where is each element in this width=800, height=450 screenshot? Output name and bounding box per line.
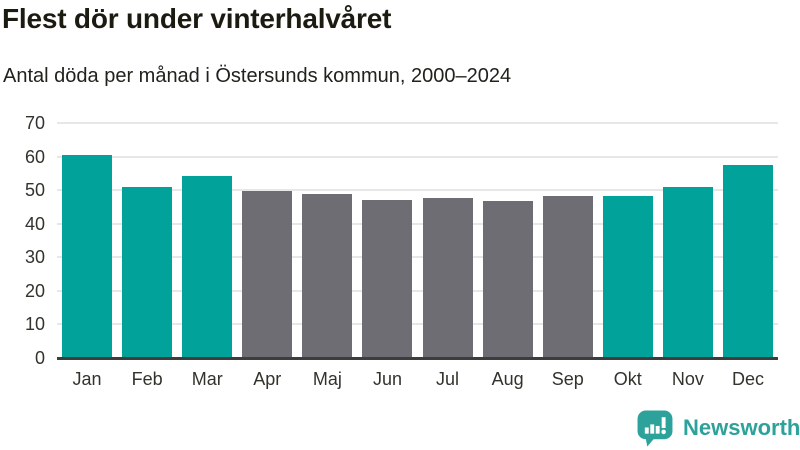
y-tick-label-40: 40	[24, 213, 45, 234]
bar-mar	[182, 176, 233, 358]
x-tick-label-sep: Sep	[551, 369, 584, 389]
gridline-70	[57, 122, 778, 124]
x-tick-label-maj: Maj	[312, 369, 342, 389]
bar-maj	[302, 193, 353, 358]
x-tick-label-jan: Jan	[72, 369, 102, 389]
y-tick-label-50: 50	[24, 180, 45, 201]
gridline-50	[57, 189, 778, 192]
gridline-40	[57, 222, 778, 225]
bar-feb	[122, 186, 173, 358]
x-tick-label-aug: Aug	[491, 369, 524, 389]
y-tick-label-30: 30	[24, 247, 45, 268]
x-tick-label-jun: Jun	[372, 369, 402, 389]
logo-bars-glyph	[644, 417, 666, 435]
x-tick-label-mar: Mar	[191, 369, 223, 389]
brand-name: Newsworthy	[683, 415, 800, 440]
bar-jul	[422, 197, 473, 358]
gridline-20	[57, 289, 778, 292]
x-tick-label-feb: Feb	[131, 369, 163, 389]
y-axis-labels: 0 10 20 30 40 50 60 70	[0, 114, 45, 367]
newsworthy-logo-icon	[637, 410, 673, 447]
bar-jan	[62, 155, 113, 358]
newsworthy-brand-link[interactable]: Newsworthy	[636, 409, 800, 447]
bar-aug	[482, 200, 533, 358]
y-tick-label-20: 20	[24, 280, 45, 301]
x-axis-line	[57, 357, 778, 360]
bar-okt	[602, 196, 653, 358]
y-tick-label-10: 10	[24, 314, 45, 335]
bar-chart-plot-area: Jan Feb Mar Apr Maj Jun Jul Aug Sep Okt Nov Dec	[57, 122, 778, 389]
gridline-10	[57, 323, 778, 326]
bar-jun	[362, 199, 413, 358]
chart-title: Flest dör under vinterhalvåret	[2, 3, 392, 34]
bar-sep	[542, 195, 593, 358]
chart-subtitle: Antal döda per månad i Östersunds kommun…	[3, 65, 512, 87]
x-tick-label-okt: Okt	[613, 369, 642, 389]
bar-dec	[722, 165, 773, 358]
x-tick-label-jul: Jul	[436, 369, 460, 389]
x-tick-label-dec: Dec	[731, 369, 764, 389]
y-tick-label-70: 70	[24, 113, 45, 133]
gridline-60	[57, 155, 778, 158]
x-tick-label-nov: Nov	[671, 369, 704, 389]
y-tick-label-0: 0	[34, 348, 45, 368]
bar-nov	[662, 186, 713, 358]
gridline-30	[57, 256, 778, 259]
bar-apr	[242, 190, 293, 358]
y-tick-label-60: 60	[24, 146, 45, 167]
x-tick-label-apr: Apr	[253, 369, 282, 389]
